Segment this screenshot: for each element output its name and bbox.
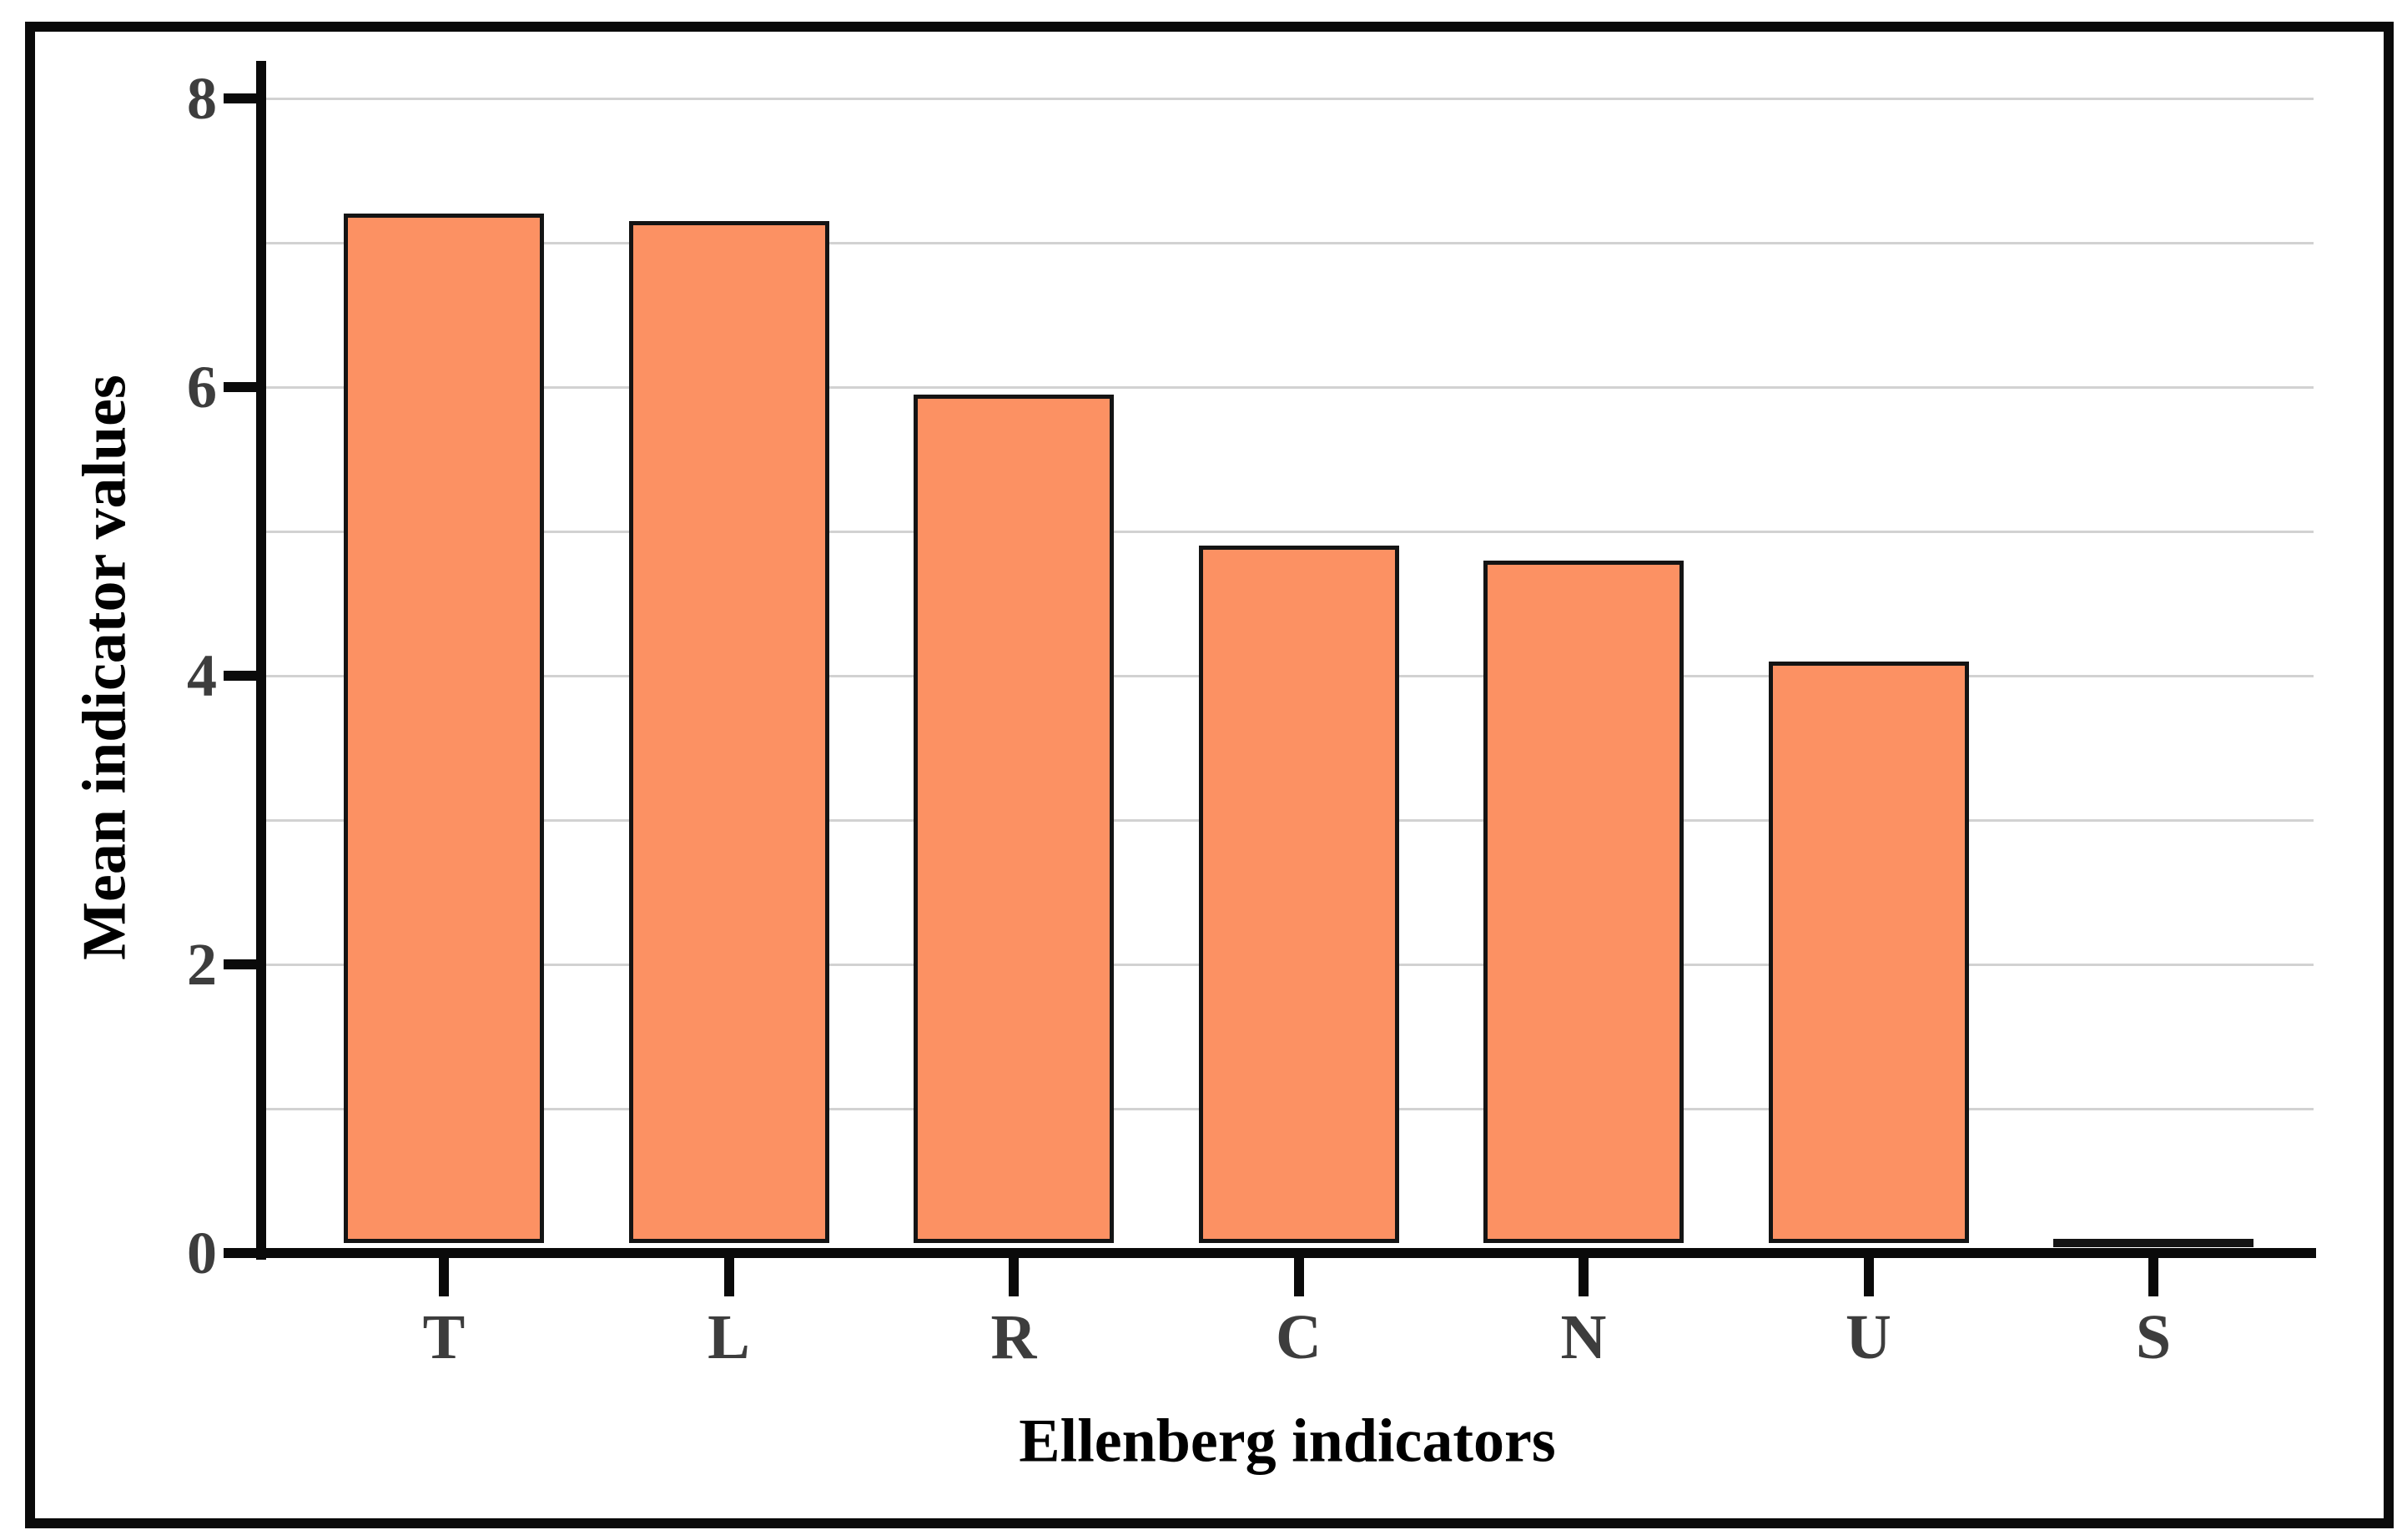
x-tick-label-U: U [1846,1302,1891,1372]
y-tick-8 [224,93,262,103]
x-tick-L [723,1258,734,1296]
gridline-8 [261,97,2314,100]
x-tick-T [439,1258,449,1296]
x-tick-R [1009,1258,1019,1296]
x-tick-U [1863,1258,1874,1296]
x-tick-C [1293,1258,1304,1296]
x-tick-N [1579,1258,1589,1296]
bar-U [1768,661,1969,1243]
gridline-5 [261,530,2314,533]
gridline-6 [261,385,2314,389]
y-tick-label-8: 8 [187,65,217,132]
x-tick-S [2148,1258,2158,1296]
y-tick-label-6: 6 [187,354,217,420]
bar-S [2053,1238,2253,1247]
gridline-7 [261,241,2314,244]
x-tick-label-T: T [422,1302,466,1372]
bar-C [1198,546,1399,1243]
x-tick-label-C: C [1276,1302,1322,1372]
y-tick-label-0: 0 [187,1220,217,1286]
y-tick-6 [224,382,262,392]
x-axis-line [224,1248,2316,1258]
y-tick-label-2: 2 [187,931,217,998]
x-tick-label-S: S [2135,1302,2172,1372]
x-tick-label-N: N [1560,1302,1607,1372]
bar-L [628,221,829,1243]
y-axis-title: Mean indicator values [70,375,139,960]
y-tick-0 [224,1248,262,1258]
x-axis-title: Ellenberg indicators [1019,1407,1556,1476]
y-tick-4 [224,671,262,681]
bar-R [914,394,1114,1243]
y-axis-line [256,61,266,1260]
figure-border [25,22,2394,1528]
x-tick-label-L: L [708,1302,750,1372]
y-tick-2 [224,959,262,969]
bar-N [1483,560,1684,1243]
x-tick-label-R: R [990,1302,1037,1372]
bar-T [344,214,544,1243]
y-tick-label-4: 4 [187,642,217,709]
